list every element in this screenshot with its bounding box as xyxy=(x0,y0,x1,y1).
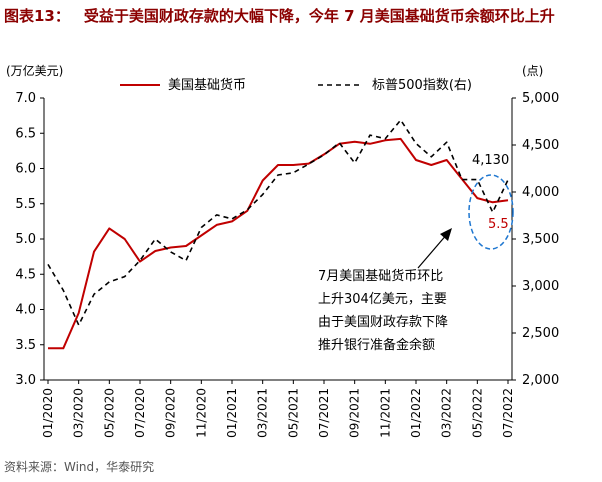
left-tick-label: 7.0 xyxy=(15,91,36,106)
x-tick-label: 01/2021 xyxy=(225,388,239,438)
x-tick-label: 11/2021 xyxy=(378,388,392,438)
right-tick-label: 2,000 xyxy=(522,373,559,388)
right-tick-label: 4,000 xyxy=(522,185,559,200)
chart-axes: (万亿美元) (点) xyxy=(6,63,543,381)
chart-area: (万亿美元) (点) 美国基础货币 标普500指数(右) 3.0 3.5 4.0 4.… xyxy=(0,58,602,454)
x-tick-label: 11/2020 xyxy=(194,388,208,438)
x-tick-label: 07/2020 xyxy=(133,388,147,438)
source-note: 资料来源：Wind，华泰研究 xyxy=(4,460,155,474)
x-tick-label: 05/2020 xyxy=(102,388,116,438)
highlight-ellipse xyxy=(468,174,514,250)
right-axis-unit: (点) xyxy=(522,64,543,78)
x-axis-ticks: 01/2020 03/2020 05/2020 07/2020 09/2020 11/20… xyxy=(41,380,515,438)
x-tick-label: 09/2021 xyxy=(348,388,362,438)
x-tick-label: 03/2021 xyxy=(256,388,270,438)
right-axis-ticks: 2,000 2,500 3,000 3,500 4,000 4,500 5,000 xyxy=(512,91,559,388)
x-tick-label: 05/2022 xyxy=(470,388,484,438)
sp500-last-label: 4,130 xyxy=(472,153,509,168)
left-tick-label: 3.5 xyxy=(15,338,36,353)
figure-title: 图表13： 受益于美国财政存款的大幅下降，今年 7 月美国基础货币余额环比上升 xyxy=(4,4,598,28)
chart-series xyxy=(47,119,509,350)
left-tick-label: 6.5 xyxy=(15,126,36,141)
x-tick-label: 09/2020 xyxy=(164,388,178,438)
base-money-last-label: 5.5 xyxy=(488,217,509,232)
x-tick-label: 03/2020 xyxy=(72,388,86,438)
annotation-arrowhead xyxy=(440,228,452,241)
x-tick-label: 01/2020 xyxy=(41,388,55,438)
figure-title-text: 受益于美国财政存款的大幅下降，今年 7 月美国基础货币余额环比上升 xyxy=(83,7,555,25)
annotation-note-line: 推升银行准备金余额 xyxy=(318,337,435,353)
left-tick-label: 3.0 xyxy=(15,373,36,388)
figure-label: 图表13： xyxy=(4,7,70,25)
annotation-note-line: 由于美国财政存款下降 xyxy=(318,315,448,330)
x-tick-label: 01/2022 xyxy=(409,388,423,438)
right-tick-label: 5,000 xyxy=(522,91,559,106)
base-money-line xyxy=(48,137,509,350)
right-tick-label: 3,500 xyxy=(522,232,559,247)
sp500-line xyxy=(47,119,509,326)
line-chart: (万亿美元) (点) 美国基础货币 标普500指数(右) 3.0 3.5 4.0 4.… xyxy=(6,63,559,438)
right-tick-label: 2,500 xyxy=(522,326,559,341)
x-tick-label: 07/2022 xyxy=(501,388,515,438)
annotation-note-line: 7月美国基础货币环比 xyxy=(318,268,443,284)
left-tick-label: 4.0 xyxy=(15,303,36,318)
left-tick-label: 5.0 xyxy=(15,232,36,247)
left-axis-ticks: 3.0 3.5 4.0 4.5 5.0 5.5 6.0 6.5 7.0 xyxy=(15,91,44,388)
chart-annotations: 4,130 5.5 7月美国基础货币环比 上升304亿美元，主要 由于美国财政存… xyxy=(318,153,514,353)
x-tick-label: 05/2021 xyxy=(286,388,300,438)
right-tick-label: 3,000 xyxy=(522,279,559,294)
left-tick-label: 5.5 xyxy=(15,197,36,212)
right-tick-label: 4,500 xyxy=(522,138,559,153)
chart-legend: 美国基础货币 标普500指数(右) xyxy=(120,77,472,93)
left-axis-unit: (万亿美元) xyxy=(6,63,63,78)
x-tick-label: 03/2022 xyxy=(440,388,454,438)
left-tick-label: 6.0 xyxy=(15,162,36,177)
left-tick-label: 4.5 xyxy=(15,267,36,282)
legend-label-sp500: 标普500指数(右) xyxy=(372,78,472,93)
legend-label-base-money: 美国基础货币 xyxy=(168,77,246,93)
x-tick-label: 07/2021 xyxy=(317,388,331,438)
annotation-arrow xyxy=(417,232,449,269)
annotation-note-line: 上升304亿美元，主要 xyxy=(318,292,447,307)
